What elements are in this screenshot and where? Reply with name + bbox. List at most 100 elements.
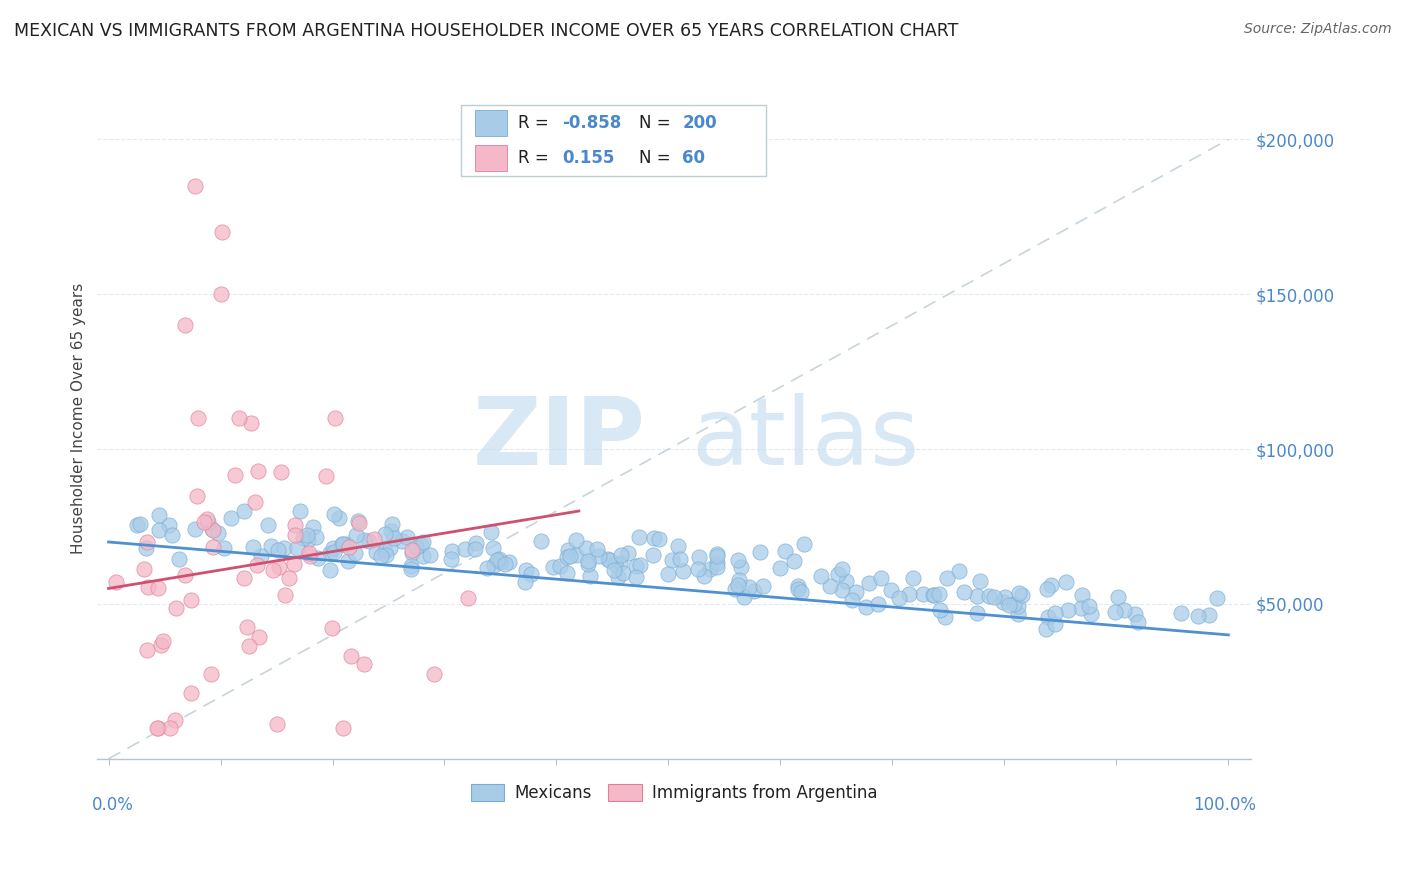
Point (728, 574, 751, 588)
Text: R =: R = (519, 149, 560, 168)
Point (994, 591, 1017, 605)
Point (598, 552, 620, 566)
Point (165, 600, 187, 615)
FancyBboxPatch shape (474, 145, 506, 171)
Point (648, 532, 671, 546)
Point (197, 515, 219, 529)
Point (686, 562, 709, 576)
Point (922, 588, 945, 602)
Point (606, 570, 628, 584)
Point (332, 537, 354, 551)
Text: 0.155: 0.155 (562, 149, 614, 168)
Point (233, 571, 256, 585)
Point (401, 562, 423, 576)
Point (1205, 591, 1227, 605)
Point (1128, 615, 1150, 630)
Point (787, 582, 810, 596)
Point (666, 539, 689, 553)
Point (163, 713, 186, 727)
Point (1035, 622, 1057, 636)
Point (953, 584, 976, 599)
Point (845, 585, 868, 599)
Point (273, 541, 295, 555)
Point (1056, 603, 1078, 617)
Point (498, 555, 520, 569)
Point (211, 225, 233, 239)
Point (337, 541, 360, 555)
Point (315, 469, 337, 483)
Y-axis label: Householder Income Over 65 years: Householder Income Over 65 years (72, 283, 86, 554)
Point (773, 544, 796, 558)
Point (302, 520, 325, 534)
Point (479, 525, 502, 540)
Text: Source: ZipAtlas.com: Source: ZipAtlas.com (1244, 22, 1392, 37)
Point (1198, 607, 1220, 622)
Point (486, 553, 509, 567)
Point (657, 566, 679, 581)
Point (322, 541, 344, 556)
Point (922, 588, 945, 602)
Point (159, 721, 181, 735)
Point (323, 545, 346, 559)
Point (380, 524, 402, 539)
Point (588, 549, 610, 564)
Point (557, 542, 579, 557)
Text: MEXICAN VS IMMIGRANTS FROM ARGENTINA HOUSEHOLDER INCOME OVER 65 YEARS CORRELATIO: MEXICAN VS IMMIGRANTS FROM ARGENTINA HOU… (14, 22, 959, 40)
Point (1008, 586, 1031, 600)
Point (401, 542, 423, 557)
Point (207, 526, 229, 541)
FancyBboxPatch shape (474, 110, 506, 136)
Point (328, 511, 350, 525)
Text: R =: R = (519, 113, 554, 132)
Point (193, 515, 215, 529)
Point (935, 571, 957, 585)
Point (440, 551, 463, 566)
Point (998, 598, 1021, 612)
Point (174, 318, 197, 333)
Point (270, 465, 292, 479)
Point (870, 571, 893, 585)
Point (135, 541, 157, 555)
Point (195, 512, 218, 526)
Point (274, 589, 297, 603)
Point (382, 532, 405, 546)
Point (1187, 609, 1209, 624)
Point (612, 566, 634, 581)
Point (598, 553, 620, 567)
Point (412, 549, 434, 564)
Point (585, 541, 607, 556)
Point (157, 517, 180, 532)
Point (184, 178, 207, 193)
Point (212, 541, 235, 555)
Point (374, 548, 396, 562)
Point (748, 545, 770, 559)
Point (353, 533, 375, 548)
Point (966, 606, 988, 620)
Point (363, 532, 385, 546)
Point (790, 584, 813, 599)
Point (347, 516, 370, 530)
Point (810, 569, 832, 583)
Point (174, 568, 197, 582)
Point (1107, 590, 1129, 604)
Point (135, 534, 157, 549)
Point (827, 567, 849, 582)
Point (948, 564, 970, 578)
Point (366, 545, 388, 559)
Point (132, 562, 155, 576)
Point (969, 574, 991, 588)
FancyBboxPatch shape (461, 104, 766, 177)
Point (928, 603, 950, 617)
Point (370, 549, 392, 563)
Point (831, 583, 853, 598)
Point (983, 590, 1005, 604)
Point (643, 548, 665, 562)
Text: 100.0%: 100.0% (1194, 797, 1257, 814)
Point (555, 550, 578, 565)
Point (1114, 603, 1136, 617)
Point (515, 563, 537, 577)
Text: N =: N = (640, 113, 676, 132)
Point (1170, 606, 1192, 620)
Point (209, 287, 232, 301)
Point (579, 569, 602, 583)
